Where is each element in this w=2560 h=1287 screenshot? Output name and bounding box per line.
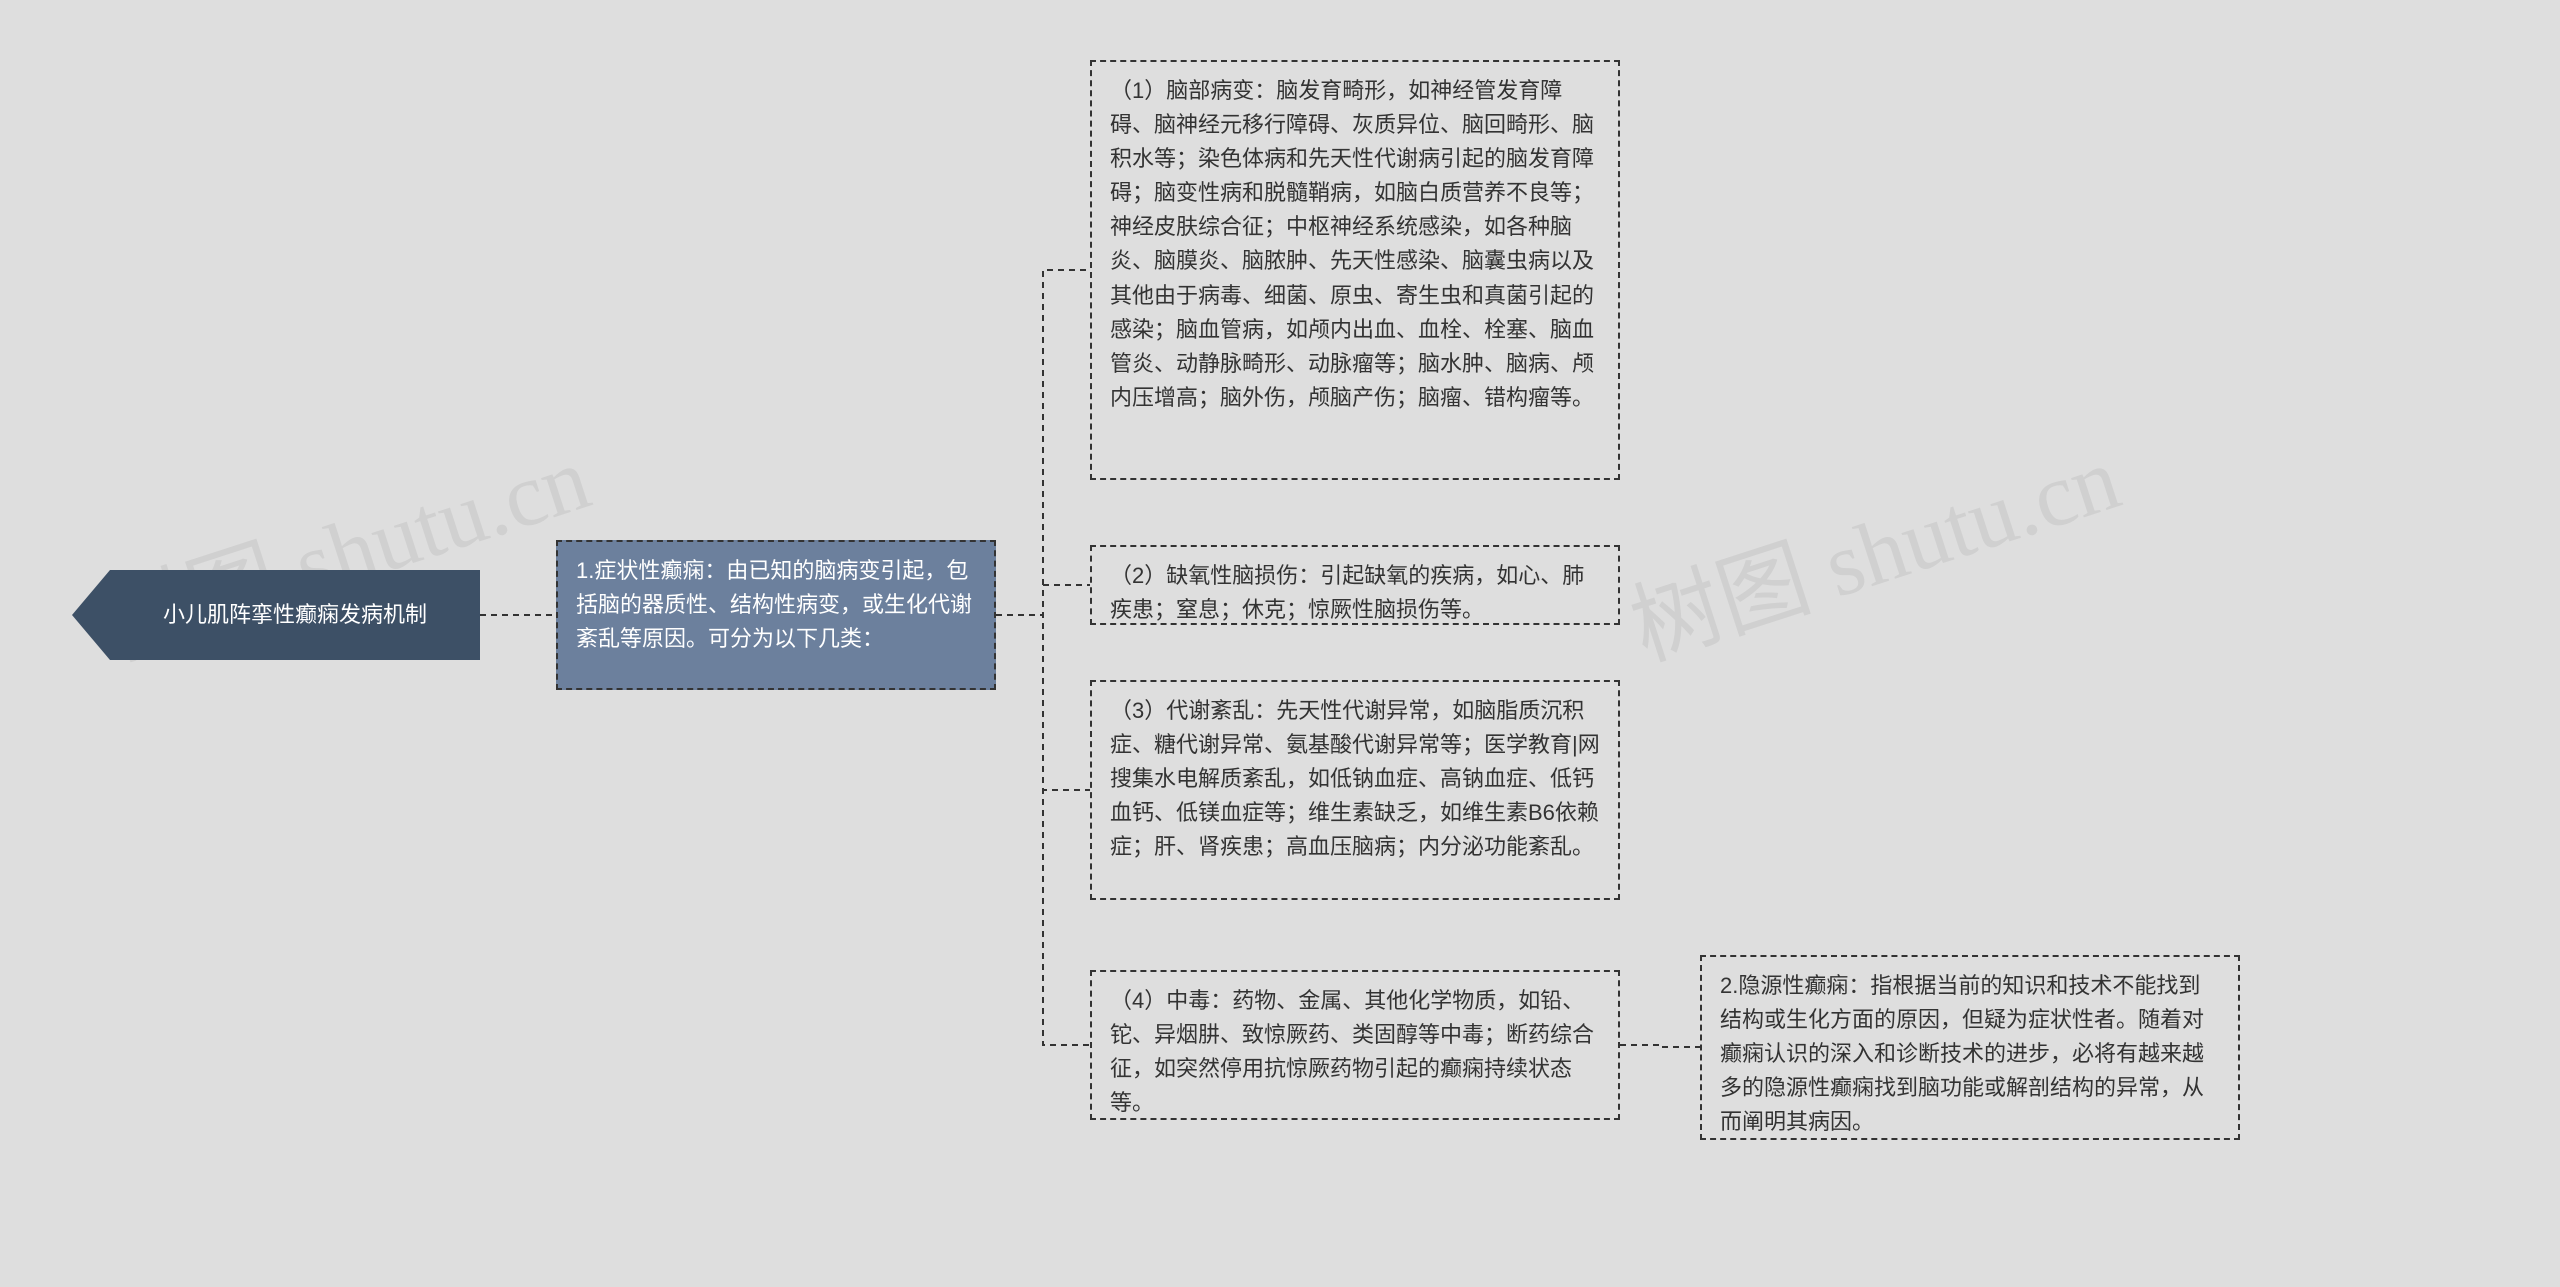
leaf-cryptogenic[interactable]: 2.隐源性癫痫：指根据当前的知识和技术不能找到结构或生化方面的原因，但疑为症状性…	[1700, 955, 2240, 1140]
watermark-2: 树图 shutu.cn	[1612, 405, 2132, 685]
root-arrow-icon	[72, 570, 110, 660]
leaf-brain-lesion[interactable]: （1）脑部病变：脑发育畸形，如神经管发育障碍、脑神经元移行障碍、灰质异位、脑回畸…	[1090, 60, 1620, 480]
leaf-metabolic-disorder[interactable]: （3）代谢紊乱：先天性代谢异常，如脑脂质沉积症、糖代谢异常、氨基酸代谢异常等；医…	[1090, 680, 1620, 900]
sub-node-symptomatic[interactable]: 1.症状性癫痫：由已知的脑病变引起，包括脑的器质性、结构性病变，或生化代谢紊乱等…	[556, 540, 996, 690]
leaf-hypoxic-injury[interactable]: （2）缺氧性脑损伤：引起缺氧的疾病，如心、肺疾患；窒息；休克；惊厥性脑损伤等。	[1090, 545, 1620, 625]
root-node[interactable]: 小儿肌阵挛性癫痫发病机制	[110, 570, 480, 660]
leaf-poisoning[interactable]: （4）中毒：药物、金属、其他化学物质，如铅、铊、异烟肼、致惊厥药、类固醇等中毒；…	[1090, 970, 1620, 1120]
